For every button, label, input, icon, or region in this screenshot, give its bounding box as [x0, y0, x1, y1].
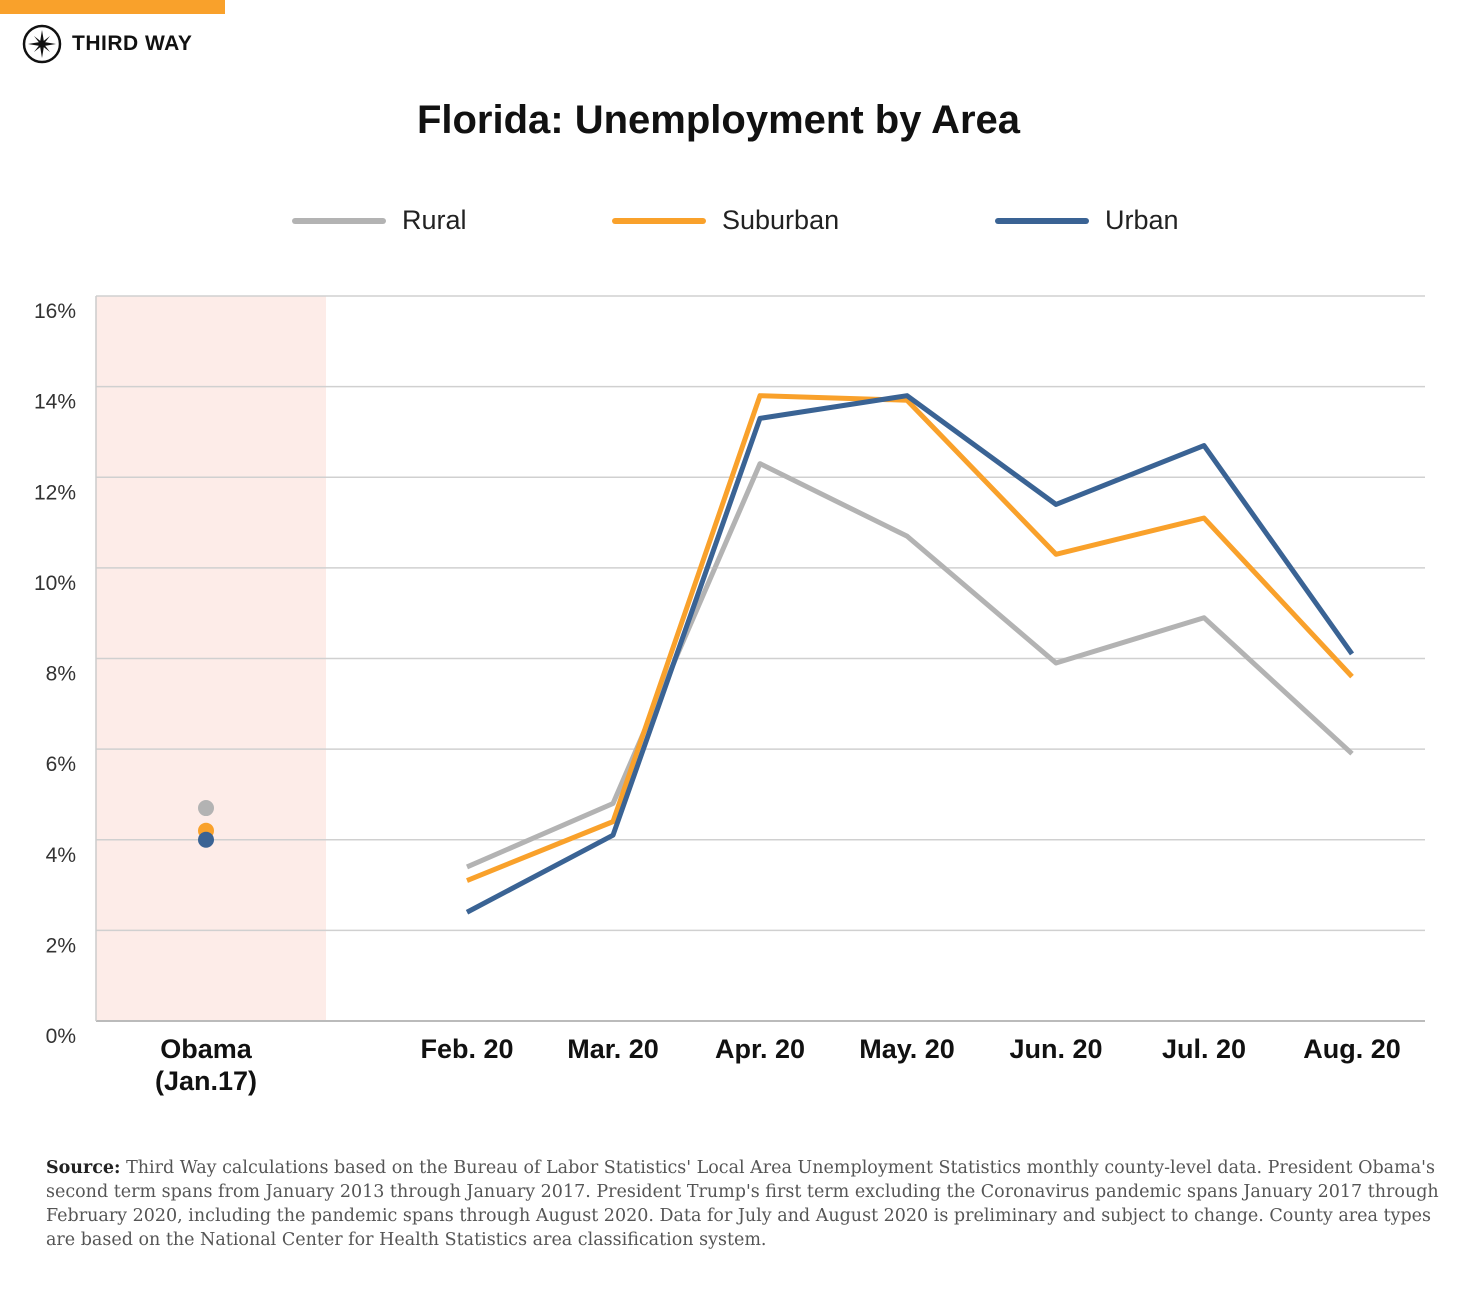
legend-swatch: [995, 217, 1089, 224]
y-tick-label: 2%: [46, 934, 76, 957]
x-tick-label: Aug. 20: [1303, 1034, 1401, 1064]
x-tick-label: Feb. 20: [420, 1034, 513, 1064]
y-tick-label: 0%: [46, 1025, 76, 1048]
series-line-rural: [466, 461, 1354, 870]
y-tick-label: 8%: [46, 663, 76, 686]
series-line-suburban: [466, 393, 1354, 883]
source-note: Source: Third Way calculations based on …: [46, 1156, 1446, 1252]
x-tick-label: Apr. 20: [715, 1034, 805, 1064]
x-tick-label: Jun. 20: [1009, 1034, 1102, 1064]
legend-swatch: [292, 217, 386, 224]
logo-text: THIRD WAY: [72, 32, 193, 55]
legend-item-suburban: Suburban: [612, 205, 839, 236]
compass-icon: [22, 24, 62, 64]
y-tick-label: 10%: [34, 572, 76, 595]
legend: Rural Suburban Urban: [0, 205, 1480, 245]
x-tick-label: Obama: [160, 1034, 253, 1064]
legend-label: Rural: [402, 205, 467, 235]
legend-item-rural: Rural: [292, 205, 467, 236]
source-text: Third Way calculations based on the Bure…: [46, 1158, 1439, 1250]
y-tick-label: 12%: [34, 481, 76, 504]
accent-bar: [0, 0, 225, 14]
x-tick-label: Jul. 20: [1162, 1034, 1246, 1064]
legend-item-urban: Urban: [995, 205, 1179, 236]
logo: THIRD WAY: [22, 24, 192, 64]
line-chart: 0% 2% 4% 6% 8% 10% 12% 14% 16% Obama(Jan.17) Feb. …: [34, 295, 1425, 1096]
x-tick-label: Mar. 20: [567, 1034, 659, 1064]
y-tick-label: 6%: [46, 753, 76, 776]
source-label: Source:: [46, 1158, 121, 1178]
legend-label: Urban: [1105, 205, 1179, 235]
y-tick-label: 14%: [34, 391, 76, 414]
legend-label: Suburban: [722, 205, 840, 235]
chart-title: Florida: Unemployment by Area: [416, 98, 1021, 142]
point-rural-obama: [198, 800, 214, 817]
series-line-urban: [465, 393, 1355, 915]
x-tick-label: May. 20: [859, 1034, 955, 1064]
y-tick-label: 4%: [46, 844, 76, 867]
legend-swatch: [612, 217, 706, 224]
y-tick-label: 16%: [34, 300, 76, 323]
point-urban-obama: [198, 831, 214, 848]
x-tick-label: (Jan.17): [155, 1066, 257, 1096]
